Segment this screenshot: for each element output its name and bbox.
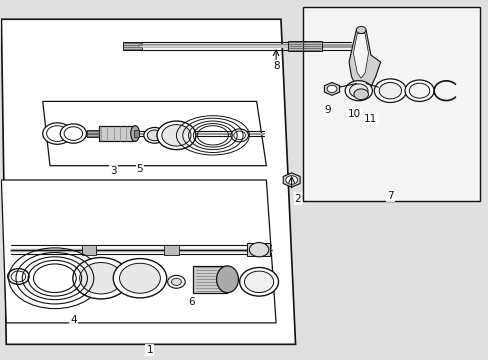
- Bar: [193, 266, 227, 293]
- Circle shape: [404, 80, 433, 102]
- Polygon shape: [283, 173, 300, 187]
- Circle shape: [157, 121, 196, 150]
- Text: 7: 7: [386, 191, 393, 201]
- Polygon shape: [353, 33, 368, 78]
- Bar: [246, 243, 270, 256]
- Circle shape: [46, 126, 68, 141]
- Polygon shape: [42, 102, 266, 166]
- Polygon shape: [348, 30, 380, 94]
- Circle shape: [80, 262, 122, 294]
- Circle shape: [233, 131, 245, 140]
- Text: 11: 11: [364, 114, 377, 124]
- Circle shape: [349, 84, 367, 98]
- Circle shape: [171, 278, 181, 285]
- Circle shape: [167, 275, 185, 288]
- Circle shape: [42, 123, 72, 144]
- Bar: [302, 7, 479, 202]
- Text: 9: 9: [324, 105, 331, 115]
- Text: 6: 6: [188, 297, 195, 307]
- Circle shape: [8, 269, 29, 284]
- Circle shape: [353, 89, 368, 100]
- Bar: [122, 42, 142, 50]
- Text: 1: 1: [146, 345, 153, 355]
- Polygon shape: [1, 180, 276, 323]
- Bar: [87, 130, 100, 137]
- Circle shape: [239, 267, 278, 296]
- Ellipse shape: [216, 266, 238, 293]
- Text: 10: 10: [347, 109, 360, 119]
- Circle shape: [249, 243, 268, 257]
- Bar: [99, 126, 135, 141]
- Circle shape: [378, 82, 401, 99]
- Circle shape: [244, 271, 273, 293]
- Polygon shape: [324, 82, 339, 95]
- Circle shape: [162, 125, 191, 146]
- Circle shape: [326, 85, 336, 93]
- Text: 2: 2: [294, 194, 301, 203]
- Circle shape: [408, 83, 429, 98]
- Text: 8: 8: [272, 61, 279, 71]
- Polygon shape: [1, 19, 295, 344]
- Circle shape: [356, 26, 366, 33]
- Ellipse shape: [130, 126, 139, 141]
- Circle shape: [64, 127, 82, 140]
- Circle shape: [60, 124, 86, 143]
- Bar: [133, 130, 139, 137]
- Circle shape: [285, 176, 297, 184]
- Circle shape: [345, 81, 372, 101]
- Circle shape: [230, 129, 248, 142]
- Text: 4: 4: [70, 315, 77, 325]
- Circle shape: [147, 130, 162, 141]
- Bar: [164, 245, 179, 255]
- Circle shape: [113, 258, 166, 298]
- Circle shape: [143, 127, 165, 143]
- Circle shape: [73, 257, 129, 299]
- Text: 5: 5: [136, 164, 143, 174]
- Circle shape: [373, 79, 406, 103]
- Text: 3: 3: [110, 166, 116, 176]
- Circle shape: [119, 263, 160, 293]
- Bar: [81, 245, 96, 255]
- Bar: [302, 41, 322, 51]
- Bar: [287, 41, 305, 51]
